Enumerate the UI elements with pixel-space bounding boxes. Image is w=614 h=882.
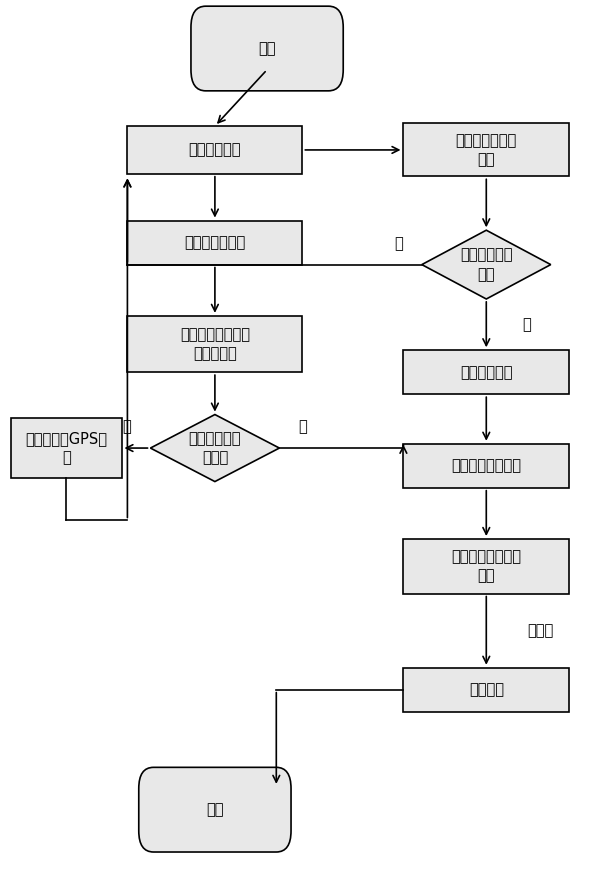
- Text: 结束: 结束: [206, 802, 223, 818]
- Text: 获取同时刻双目
图像: 获取同时刻双目 图像: [456, 133, 517, 167]
- Text: 取峰值: 取峰值: [527, 623, 553, 639]
- FancyBboxPatch shape: [191, 6, 343, 91]
- Polygon shape: [150, 415, 279, 482]
- Text: 检测是否为闭
合边缘: 检测是否为闭 合边缘: [188, 431, 241, 465]
- Polygon shape: [422, 230, 551, 299]
- Bar: [128, 220, 302, 265]
- Text: 开始: 开始: [258, 41, 276, 56]
- Text: 是: 是: [298, 419, 307, 435]
- Bar: [403, 539, 569, 594]
- Bar: [403, 350, 569, 394]
- Text: 同名像点匹配: 同名像点匹配: [460, 364, 513, 380]
- Bar: [403, 444, 569, 488]
- Text: 计算各点与切平面
距离: 计算各点与切平面 距离: [451, 549, 521, 583]
- Bar: [403, 123, 569, 176]
- Text: 基于区域生长的快
速边缘检测: 基于区域生长的快 速边缘检测: [180, 327, 250, 361]
- Bar: [128, 126, 302, 174]
- Text: 放弃并记录GPS信
息: 放弃并记录GPS信 息: [25, 431, 107, 465]
- Text: 否: 否: [123, 419, 131, 435]
- Text: 是否具有同名
像点: 是否具有同名 像点: [460, 248, 513, 281]
- Bar: [403, 668, 569, 712]
- Text: 采集路面图像: 采集路面图像: [188, 142, 241, 158]
- Text: 是: 是: [522, 317, 530, 333]
- Bar: [128, 316, 302, 372]
- Text: 深度信息: 深度信息: [468, 682, 504, 698]
- Text: 计算出路面切平面: 计算出路面切平面: [451, 458, 521, 474]
- FancyBboxPatch shape: [139, 767, 291, 852]
- Text: 否: 否: [394, 235, 403, 251]
- Text: 自适应中值滤波: 自适应中值滤波: [184, 235, 246, 250]
- Bar: [11, 418, 122, 478]
